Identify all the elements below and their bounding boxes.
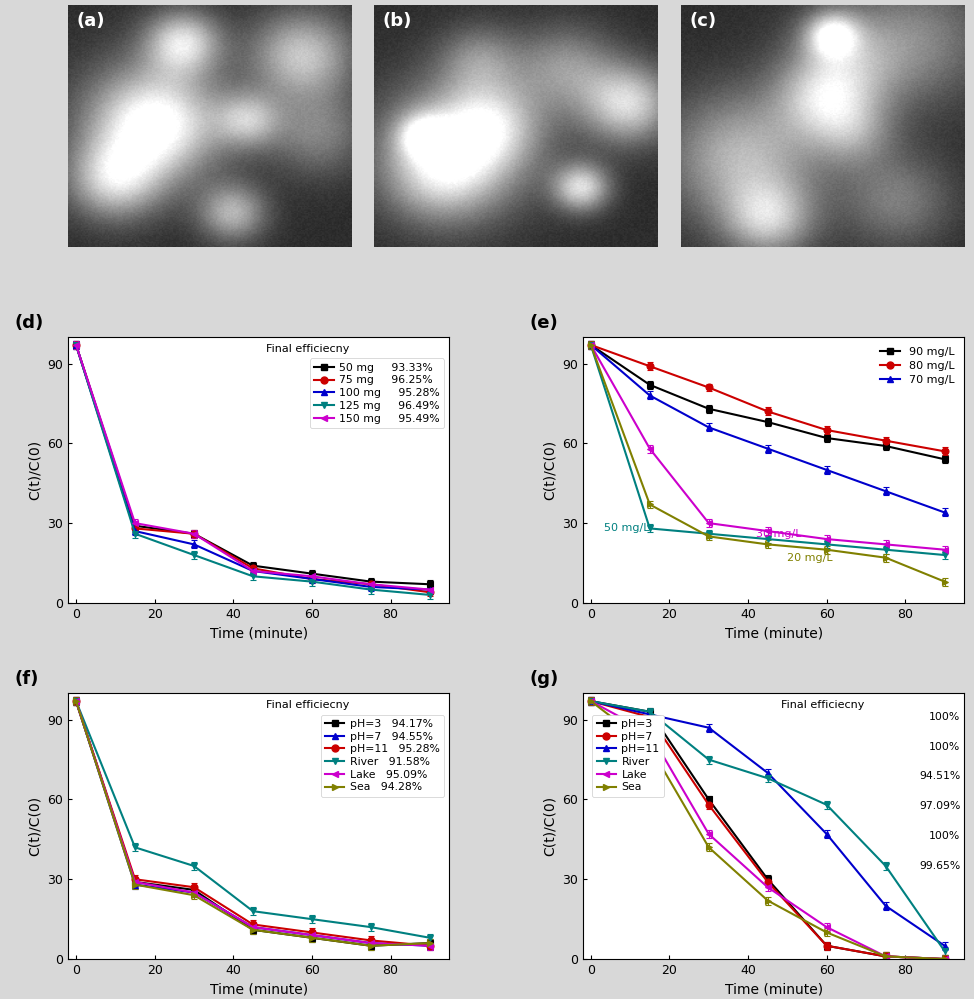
Text: 100%: 100% — [929, 711, 960, 721]
Text: (b): (b) — [383, 12, 412, 30]
Text: Final efficiecny: Final efficiecny — [781, 699, 865, 709]
Text: (c): (c) — [690, 12, 716, 30]
Text: 94.51%: 94.51% — [919, 771, 960, 781]
X-axis label: Time (minute): Time (minute) — [209, 626, 308, 640]
Text: (g): (g) — [530, 669, 559, 688]
Text: (f): (f) — [15, 669, 39, 688]
Y-axis label: C(t)/C(0): C(t)/C(0) — [543, 796, 557, 856]
Text: (e): (e) — [530, 314, 558, 332]
Text: 99.65%: 99.65% — [919, 861, 960, 871]
Text: 20 mg/L: 20 mg/L — [787, 552, 833, 562]
Text: (a): (a) — [77, 12, 105, 30]
Legend: pH=3, pH=7, pH=11, River, Lake, Sea: pH=3, pH=7, pH=11, River, Lake, Sea — [592, 714, 664, 797]
Y-axis label: C(t)/C(0): C(t)/C(0) — [28, 440, 42, 500]
X-axis label: Time (minute): Time (minute) — [725, 982, 823, 996]
Text: 30 mg/L: 30 mg/L — [756, 528, 802, 538]
Text: Final efficiecny: Final efficiecny — [267, 699, 350, 709]
Text: 100%: 100% — [929, 831, 960, 841]
Text: (d): (d) — [15, 314, 44, 332]
Legend: pH=3   94.17%, pH=7   94.55%, pH=11   95.28%, River   91.58%, Lake   95.09%, Sea: pH=3 94.17%, pH=7 94.55%, pH=11 95.28%, … — [320, 714, 444, 797]
X-axis label: Time (minute): Time (minute) — [725, 626, 823, 640]
Text: 100%: 100% — [929, 741, 960, 751]
X-axis label: Time (minute): Time (minute) — [209, 982, 308, 996]
Y-axis label: C(t)/C(0): C(t)/C(0) — [28, 796, 42, 856]
Legend: 90 mg/L, 80 mg/L, 70 mg/L: 90 mg/L, 80 mg/L, 70 mg/L — [876, 343, 958, 390]
Text: 97.09%: 97.09% — [919, 801, 960, 811]
Y-axis label: C(t)/C(0): C(t)/C(0) — [543, 440, 557, 500]
Text: 50 mg/L: 50 mg/L — [604, 523, 650, 533]
Text: Final efficiecny: Final efficiecny — [267, 344, 350, 354]
Legend: 50 mg     93.33%, 75 mg     96.25%, 100 mg     95.28%, 125 mg     96.49%, 150 mg: 50 mg 93.33%, 75 mg 96.25%, 100 mg 95.28… — [310, 359, 444, 428]
